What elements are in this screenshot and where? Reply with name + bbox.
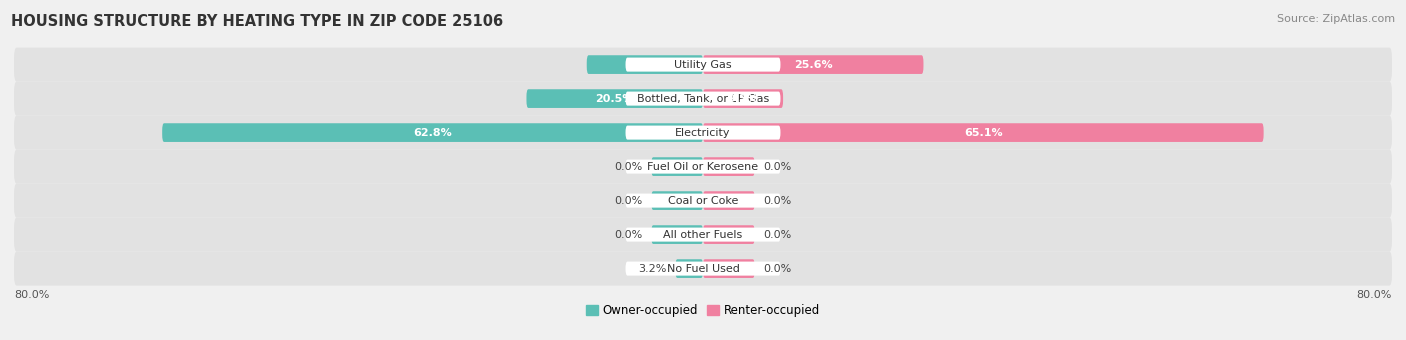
FancyBboxPatch shape (675, 259, 703, 278)
FancyBboxPatch shape (626, 159, 780, 174)
Text: 0.0%: 0.0% (614, 230, 643, 240)
FancyBboxPatch shape (14, 184, 1392, 218)
FancyBboxPatch shape (651, 157, 703, 176)
Text: 65.1%: 65.1% (965, 128, 1002, 138)
FancyBboxPatch shape (526, 89, 703, 108)
FancyBboxPatch shape (703, 191, 755, 210)
Text: 80.0%: 80.0% (1357, 290, 1392, 300)
FancyBboxPatch shape (626, 193, 780, 208)
Text: 25.6%: 25.6% (794, 59, 832, 70)
FancyBboxPatch shape (586, 55, 703, 74)
Text: Fuel Oil or Kerosene: Fuel Oil or Kerosene (647, 162, 759, 172)
Text: Electricity: Electricity (675, 128, 731, 138)
FancyBboxPatch shape (703, 89, 783, 108)
FancyBboxPatch shape (626, 91, 780, 106)
Text: Coal or Coke: Coal or Coke (668, 195, 738, 206)
Text: 3.2%: 3.2% (638, 264, 666, 274)
Text: 0.0%: 0.0% (763, 264, 792, 274)
Text: All other Fuels: All other Fuels (664, 230, 742, 240)
FancyBboxPatch shape (14, 82, 1392, 116)
FancyBboxPatch shape (703, 55, 924, 74)
FancyBboxPatch shape (703, 157, 755, 176)
FancyBboxPatch shape (651, 191, 703, 210)
FancyBboxPatch shape (626, 261, 780, 276)
FancyBboxPatch shape (703, 259, 755, 278)
Text: 0.0%: 0.0% (763, 230, 792, 240)
Text: Utility Gas: Utility Gas (675, 59, 731, 70)
Text: 0.0%: 0.0% (614, 195, 643, 206)
FancyBboxPatch shape (626, 125, 780, 140)
FancyBboxPatch shape (14, 48, 1392, 82)
Text: 13.5%: 13.5% (626, 59, 664, 70)
FancyBboxPatch shape (14, 116, 1392, 150)
Text: No Fuel Used: No Fuel Used (666, 264, 740, 274)
FancyBboxPatch shape (703, 225, 755, 244)
FancyBboxPatch shape (162, 123, 703, 142)
FancyBboxPatch shape (626, 227, 780, 242)
Text: 0.0%: 0.0% (614, 162, 643, 172)
Text: 0.0%: 0.0% (763, 162, 792, 172)
FancyBboxPatch shape (703, 123, 1264, 142)
Text: Bottled, Tank, or LP Gas: Bottled, Tank, or LP Gas (637, 94, 769, 104)
Text: 20.5%: 20.5% (596, 94, 634, 104)
FancyBboxPatch shape (651, 225, 703, 244)
FancyBboxPatch shape (14, 252, 1392, 286)
Text: 9.3%: 9.3% (728, 94, 758, 104)
Text: 0.0%: 0.0% (763, 195, 792, 206)
Text: HOUSING STRUCTURE BY HEATING TYPE IN ZIP CODE 25106: HOUSING STRUCTURE BY HEATING TYPE IN ZIP… (11, 14, 503, 29)
Text: Source: ZipAtlas.com: Source: ZipAtlas.com (1277, 14, 1395, 23)
FancyBboxPatch shape (14, 218, 1392, 252)
Text: 62.8%: 62.8% (413, 128, 451, 138)
FancyBboxPatch shape (14, 150, 1392, 184)
Text: 80.0%: 80.0% (14, 290, 49, 300)
FancyBboxPatch shape (626, 57, 780, 72)
Legend: Owner-occupied, Renter-occupied: Owner-occupied, Renter-occupied (581, 299, 825, 322)
